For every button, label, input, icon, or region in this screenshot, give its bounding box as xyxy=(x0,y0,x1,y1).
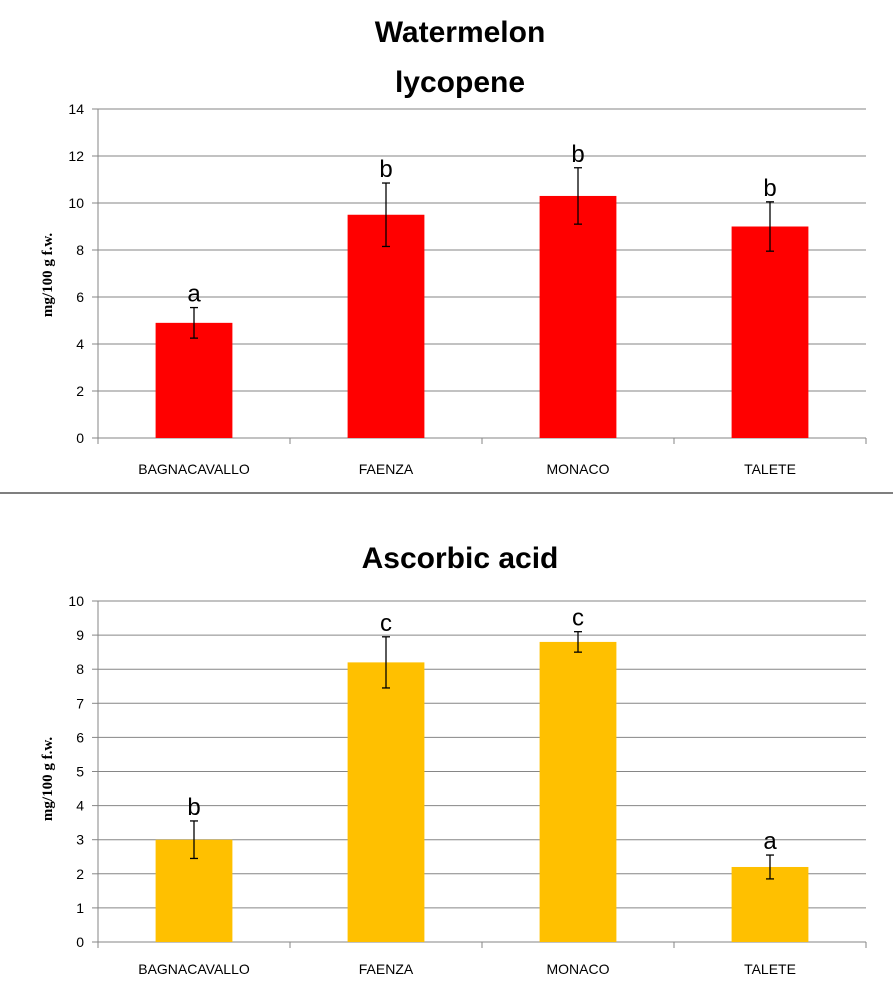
ascorbic-acid-chart: Ascorbic acid mg/100 g f.w. 0 1 2 3 4 5 6 7 8 9 10… xyxy=(0,496,893,982)
significance-letter: c xyxy=(380,610,392,637)
lycopene-plot-area: 0 2 4 6 8 10 12 14 a BAGNACAVALLO b FAENZA b MONACO b T… xyxy=(68,101,867,477)
bar xyxy=(539,641,617,942)
y-tick-label: 3 xyxy=(76,832,84,848)
category-label: BAGNACAVALLO xyxy=(138,461,250,477)
ascorbic-acid-chart-svg: Ascorbic acid mg/100 g f.w. 0 1 2 3 4 5 6 7 8 9 10… xyxy=(40,542,867,977)
significance-letter: b xyxy=(571,141,584,168)
significance-letter: b xyxy=(379,156,392,183)
y-tick-label: 1 xyxy=(76,900,84,916)
chart-title-line-1: Watermelon xyxy=(375,16,546,49)
chart-divider xyxy=(0,492,893,494)
significance-letter: c xyxy=(572,605,584,632)
ascorbic-acid-plot-area: 0 1 2 3 4 5 6 7 8 9 10 b BAGNACAVALLO c FAENZA c MONACO a… xyxy=(68,593,867,977)
category-label: MONACO xyxy=(547,961,610,977)
chart-title-line-2: lycopene xyxy=(395,66,525,99)
y-tick-label: 7 xyxy=(76,695,84,711)
y-tick-label: 2 xyxy=(76,866,84,882)
lycopene-chart-svg: Watermelon lycopene mg/100 g f.w. 0 2 4 6 8 1… xyxy=(40,16,867,477)
y-tick-label: 12 xyxy=(68,148,84,164)
significance-letter: a xyxy=(763,828,777,855)
y-tick-label: 4 xyxy=(76,336,84,352)
y-tick-label: 0 xyxy=(76,934,84,950)
y-tick-label: 5 xyxy=(76,764,84,780)
y-axis-label: mg/100 g f.w. xyxy=(40,233,56,317)
chart-title-line-1: Ascorbic acid xyxy=(362,542,559,575)
y-tick-label: 0 xyxy=(76,430,84,446)
y-tick-label: 10 xyxy=(68,195,84,211)
y-tick-label: 4 xyxy=(76,798,84,814)
significance-letter: a xyxy=(187,281,201,308)
significance-letter: b xyxy=(763,175,776,202)
category-label: FAENZA xyxy=(359,461,414,477)
category-label: MONACO xyxy=(547,461,610,477)
bar xyxy=(539,195,617,438)
y-tick-label: 8 xyxy=(76,661,84,677)
bar xyxy=(731,226,809,438)
y-tick-label: 9 xyxy=(76,627,84,643)
y-tick-label: 2 xyxy=(76,383,84,399)
y-tick-label: 6 xyxy=(76,289,84,305)
bar xyxy=(347,214,425,438)
bar xyxy=(347,662,425,942)
category-label: FAENZA xyxy=(359,961,414,977)
category-label: TALETE xyxy=(744,961,796,977)
y-tick-label: 6 xyxy=(76,729,84,745)
y-axis-label: mg/100 g f.w. xyxy=(40,737,56,821)
y-tick-label: 10 xyxy=(68,593,84,609)
lycopene-chart: Watermelon lycopene mg/100 g f.w. 0 2 4 6 8 1… xyxy=(0,0,893,490)
category-label: TALETE xyxy=(744,461,796,477)
y-tick-label: 8 xyxy=(76,242,84,258)
y-tick-label: 14 xyxy=(68,101,84,117)
bar xyxy=(155,322,233,438)
category-label: BAGNACAVALLO xyxy=(138,961,250,977)
significance-letter: b xyxy=(187,794,200,821)
